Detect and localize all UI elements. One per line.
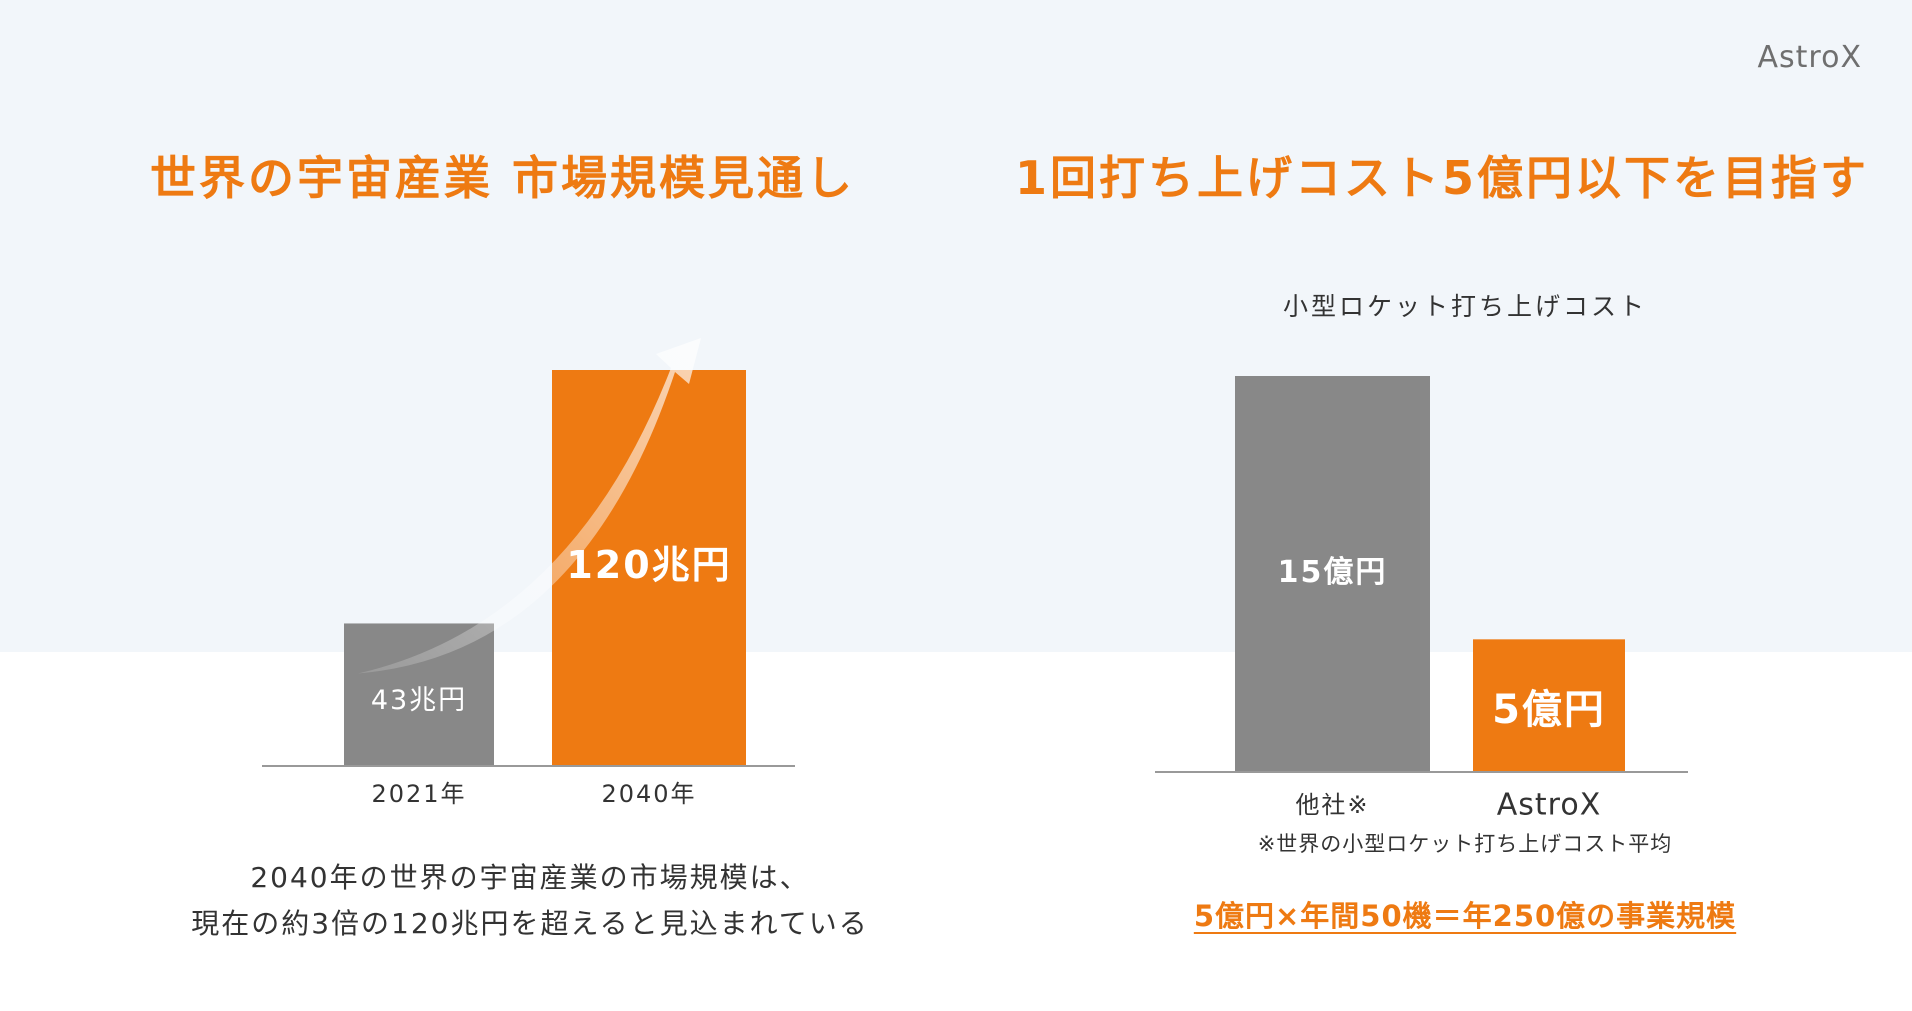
bar-value-label: 15億円 [1278,555,1388,590]
category-label: 他社※ [1295,791,1369,819]
bar-cost-1 [1473,639,1625,771]
astrox-logo: AstroX [1757,40,1862,75]
launch-cost-chart-caption: 小型ロケット打ち上げコスト [1282,292,1647,321]
launch-cost-title: 1回打ち上げコスト5億円以下を目指す [1015,151,1870,205]
header-background-band [0,0,1912,652]
bar-value-label: 5億円 [1492,687,1606,733]
market-size-title: 世界の宇宙産業 市場規模見通し [150,151,856,205]
category-label: 2040年 [601,780,696,808]
bar-cost-0 [1235,376,1430,771]
summary-line-1: 2040年の世界の宇宙産業の市場規模は、 [250,861,810,894]
bar-value-label: 120兆円 [566,543,731,587]
market-size-summary: 2040年の世界の宇宙産業の市場規模は、 現在の約3倍の120兆円を超えると見込… [140,855,920,947]
category-label: 2021年 [371,780,466,808]
summary-line-2: 現在の約3倍の120兆円を超えると見込まれている [191,907,869,940]
business-scale-statement: 5億円×年間50機＝年250億の事業規模 [1193,899,1737,933]
bar-value-label: 43兆円 [371,685,467,716]
category-label: AstroX [1497,788,1602,823]
cost-footnote: ※世界の小型ロケット打ち上げコスト平均 [1257,832,1673,856]
bar-market-0 [344,623,494,765]
market-size-chart: 43兆円 120兆円 2021年 2040年 [262,338,795,808]
